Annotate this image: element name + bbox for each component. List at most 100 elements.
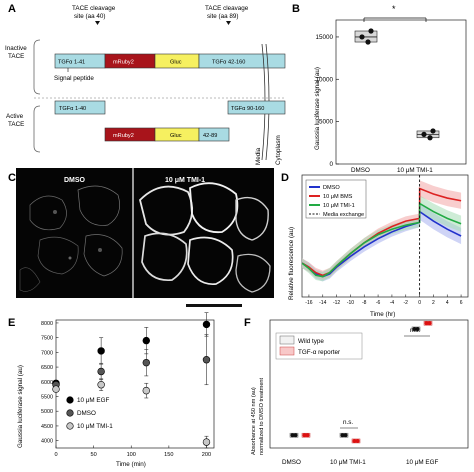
micrograph-label-dmso: DMSO xyxy=(64,177,86,184)
panel-c-letter: C xyxy=(8,172,16,184)
panel-e-point xyxy=(97,367,105,376)
legend-bms: 10 μM BMS xyxy=(323,194,353,200)
legend-marker-tmi xyxy=(66,422,74,430)
tace-site-89-label: TACE cleavage xyxy=(205,5,249,12)
panel-b-ytick-label: 5000 xyxy=(319,119,334,126)
segment-42-89-label: 42-89 xyxy=(203,133,217,139)
media-label: Media xyxy=(255,147,262,165)
panel-e-point xyxy=(142,386,150,395)
panel-e-ytick-label: 4000 xyxy=(41,439,53,445)
legend-reporter: TGF-α reporter xyxy=(298,349,340,356)
panel-d-xtick-label: -8 xyxy=(362,300,367,306)
panel-d-xtick-label: -6 xyxy=(376,300,381,306)
legend-marker-egf xyxy=(66,396,74,404)
panel-f-legend: Wild type TGF-α reporter xyxy=(275,332,363,360)
panel-e-point xyxy=(202,356,211,364)
panel-f-point xyxy=(412,326,417,331)
segment-tgfa-1-41-label: TGFα 1-41 xyxy=(58,60,85,66)
micrograph-tmi-cells xyxy=(139,182,271,293)
panel-e-letter: E xyxy=(8,317,15,329)
scale-bar xyxy=(186,304,242,307)
segment-tgfa-90-160-label: TGFα 90-160 xyxy=(231,106,264,112)
panel-e-point xyxy=(97,381,105,389)
panel-f-point xyxy=(343,433,348,438)
panel-e-xtick-label: 100 xyxy=(127,452,136,458)
panel-d-xlabel: Time (hr) xyxy=(370,311,395,318)
cytoplasm-label: Cytoplasm xyxy=(275,135,282,165)
panel-b-point xyxy=(368,28,374,34)
cleavage-arrow-40 xyxy=(95,21,100,25)
legend-swatch-reporter xyxy=(279,346,295,356)
panel-d-axes xyxy=(301,174,469,298)
panel-b-letter: B xyxy=(292,3,300,15)
cleavage-arrow-89 xyxy=(226,21,231,25)
panel-b-point xyxy=(421,131,427,137)
signal-peptide-label: Signal peptide xyxy=(54,75,94,82)
panel-e-point xyxy=(202,320,211,329)
segment-tgfa-1-40 xyxy=(54,100,106,115)
panel-f-point xyxy=(352,438,357,443)
panel-e-ylabel: Gaussia luciferase signal (au) xyxy=(17,365,24,448)
segment-gluc-b-label: Gluc xyxy=(170,133,182,139)
panel-e: E Gaussia luciferase signal (au) 4000 450… xyxy=(8,312,215,468)
legend-dmso-e: DMSO xyxy=(77,410,96,417)
bracket xyxy=(33,39,41,95)
segment-mruby2-label: mRuby2 xyxy=(113,60,134,66)
bracket-2 xyxy=(33,105,41,153)
panel-e-point xyxy=(202,438,211,446)
panel-e-point xyxy=(97,347,105,355)
panel-e-ytick-label: 5500 xyxy=(41,395,53,401)
panel-b-ytick-label: 0 xyxy=(329,161,333,168)
panel-f-ylabel-1: Absorbance at 450 nm (au) xyxy=(251,387,257,455)
panel-d-xtick-label: 2 xyxy=(432,300,435,306)
micrograph-dmso-cells xyxy=(19,185,123,292)
panel-b: B Gaussia luciferase signal (au) 0 5000 10… xyxy=(292,3,467,174)
panel-d-xtick-label: -16 xyxy=(305,300,312,306)
panel-d-legend: DMSO 10 μM BMS 10 μM TMI-1 Media exchang… xyxy=(305,179,367,219)
micrograph-label-tmi: 10 μM TMI-1 xyxy=(165,177,205,184)
panel-d-xtick-label: 4 xyxy=(446,300,449,306)
panel-f-point xyxy=(355,438,360,443)
panel-e-ytick-label: 7500 xyxy=(41,336,53,342)
panel-b-ylabel: Gaussia luciferase signal (au) xyxy=(314,67,321,150)
tace-site-89-label-b: site (aa 89) xyxy=(207,13,239,20)
panel-d-xtick-label: -2 xyxy=(404,300,409,306)
panel-d-xtick-label: 6 xyxy=(460,300,463,306)
legend-tmi-e: 10 μM TMI-1 xyxy=(77,423,113,430)
panel-f-point xyxy=(293,433,298,438)
panel-e-xtick-label: 0 xyxy=(54,452,57,458)
panel-e-ytick-label: 7000 xyxy=(41,350,53,356)
tace-site-40-label: TACE cleavage xyxy=(72,5,116,12)
panel-e-ytick-label: 6000 xyxy=(41,380,53,386)
panel-d: D Relative fluorescence (au) -16 -14 -12 -1… xyxy=(281,172,469,318)
panel-e-ytick-label: 8000 xyxy=(41,321,53,327)
panel-e-point xyxy=(142,336,150,345)
panel-f-point xyxy=(305,433,310,438)
panel-f-cat-tmi: 10 μM TMI-1 xyxy=(330,459,366,466)
panel-d-ylabel: Relative fluorescence (au) xyxy=(288,227,295,300)
segment-tgfa-1-40-label: TGFα 1-40 xyxy=(59,106,86,112)
panel-b-point xyxy=(359,34,365,40)
inactive-label-2: TACE xyxy=(8,53,24,60)
panel-b-cat-dmso: DMSO xyxy=(351,167,370,174)
panel-b-axes xyxy=(335,19,467,165)
panel-e-legend: 10 μM EGF DMSO 10 μM TMI-1 xyxy=(66,396,113,430)
panel-d-series-line xyxy=(301,202,462,278)
panel-f-axes xyxy=(269,319,469,449)
panel-f-point xyxy=(340,433,345,438)
panel-c: C DMSO 10 μM TMI-1 xyxy=(8,168,274,307)
panel-d-xtick-label: -12 xyxy=(333,300,340,306)
legend-wild-type: Wild type xyxy=(298,338,324,345)
panel-b-point xyxy=(430,128,436,134)
tace-site-40-label-b: site (aa 40) xyxy=(74,13,106,20)
panel-d-error-band xyxy=(302,195,462,282)
inactive-label: Inactive xyxy=(5,45,27,52)
panel-f-point xyxy=(424,321,429,326)
panel-e-ytick-label: 4500 xyxy=(41,424,53,430)
legend-media: Media exchange xyxy=(323,212,364,218)
panel-d-xtick-label: -10 xyxy=(347,300,354,306)
panel-f-cat-egf: 10 μM EGF xyxy=(406,459,438,466)
panel-d-letter: D xyxy=(281,172,289,184)
panel-e-xlabel: Time (min) xyxy=(116,461,146,468)
